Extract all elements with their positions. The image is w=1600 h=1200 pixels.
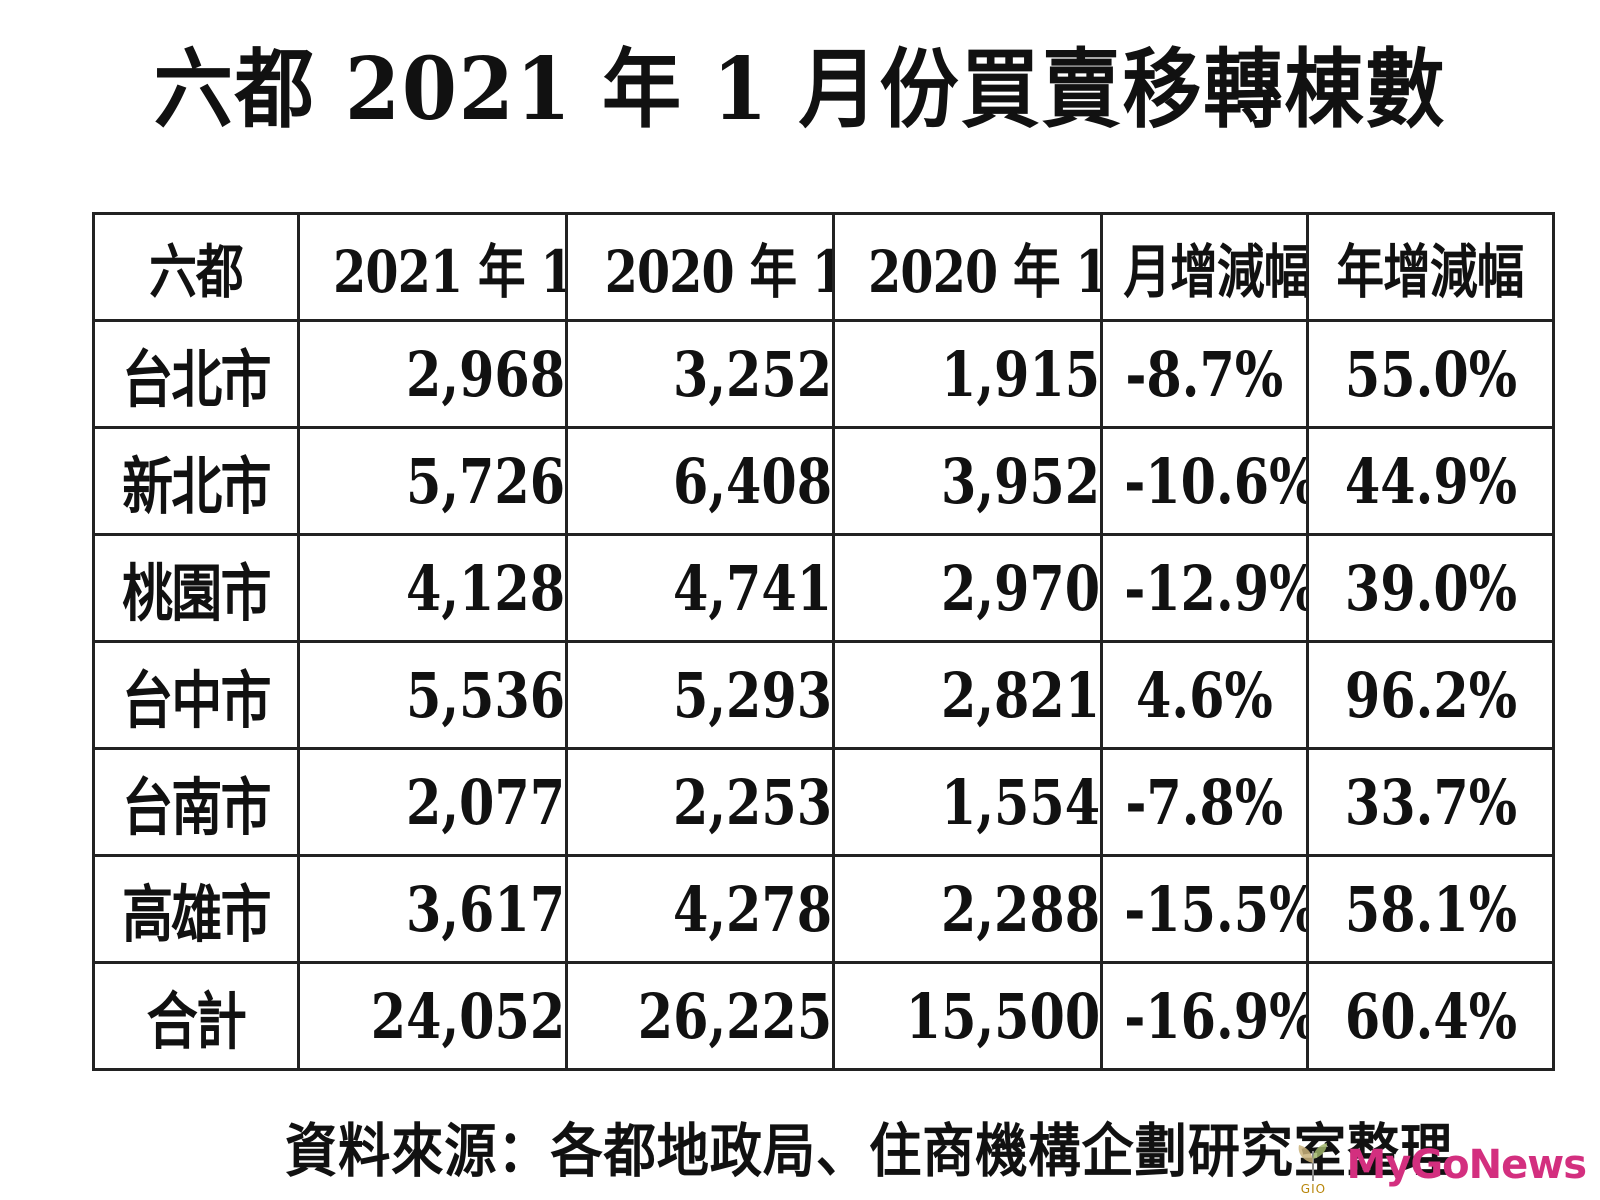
- transfer-table: 六都 2021 年 1 月 2020 年 12 月 2020 年 1 月 月增減…: [92, 212, 1555, 1071]
- dec-2020-cell: 4,741: [565, 533, 835, 643]
- jan-2020-cell: 2,970: [832, 533, 1103, 643]
- mom-change-cell: -15.5%: [1100, 854, 1309, 964]
- dec-2020-cell: 6,408: [565, 426, 835, 536]
- jan-2021-cell: 4,128: [297, 533, 568, 643]
- jan-2021-cell: 2,077: [297, 747, 568, 857]
- jan-2021-cell: 2,968: [297, 319, 568, 429]
- city-cell: 新北市: [92, 426, 300, 536]
- city-cell: 台南市: [92, 747, 300, 857]
- mom-change-cell: -7.8%: [1100, 747, 1309, 857]
- logo-text: MyGoNews: [1346, 1142, 1587, 1188]
- city-cell: 台中市: [92, 640, 300, 750]
- jan-2021-cell: 5,536: [297, 640, 568, 750]
- mom-change-cell: 4.6%: [1100, 640, 1309, 750]
- dec-2020-cell: 5,293: [565, 640, 835, 750]
- table-row: 桃園市 4,128 4,741 2,970 -12.9% 39.0%: [92, 533, 1555, 643]
- dec-2020-cell: 2,253: [565, 747, 835, 857]
- source-note: 資料來源：各都地政局、住商機構企劃研究室整理: [285, 1117, 1454, 1185]
- table-row-total: 合計 24,052 26,225 15,500 -16.9% 60.4%: [92, 961, 1555, 1071]
- page-title: 六都 2021 年 1 月份買賣移轉棟數: [153, 39, 1447, 140]
- yoy-change-cell: 55.0%: [1306, 319, 1555, 429]
- column-header: 2020 年 1 月: [832, 212, 1103, 322]
- dec-2020-cell: 3,252: [565, 319, 835, 429]
- jan-2020-cell: 1,554: [832, 747, 1103, 857]
- jan-2020-cell: 15,500: [832, 961, 1103, 1071]
- dec-2020-cell: 26,225: [565, 961, 835, 1071]
- yoy-change-cell: 39.0%: [1306, 533, 1555, 643]
- mom-change-cell: -10.6%: [1100, 426, 1309, 536]
- dec-2020-cell: 4,278: [565, 854, 835, 964]
- city-cell: 合計: [92, 961, 300, 1071]
- mygonews-logo: GIO MyGoNews: [1286, 1130, 1587, 1200]
- column-header: 月增減幅: [1100, 212, 1309, 322]
- logo-mark-text: GIO: [1300, 1182, 1327, 1196]
- city-cell: 台北市: [92, 319, 300, 429]
- jan-2020-cell: 2,821: [832, 640, 1103, 750]
- column-header: 六都: [92, 212, 300, 322]
- city-cell: 桃園市: [92, 533, 300, 643]
- transfer-table-container: 六都 2021 年 1 月 2020 年 12 月 2020 年 1 月 月增減…: [92, 212, 1555, 1071]
- table-row: 台北市 2,968 3,252 1,915 -8.7% 55.0%: [92, 319, 1555, 429]
- yoy-change-cell: 96.2%: [1306, 640, 1555, 750]
- jan-2021-cell: 5,726: [297, 426, 568, 536]
- column-header: 2021 年 1 月: [297, 212, 568, 322]
- yoy-change-cell: 33.7%: [1306, 747, 1555, 857]
- jan-2020-cell: 2,288: [832, 854, 1103, 964]
- yoy-change-cell: 44.9%: [1306, 426, 1555, 536]
- mom-change-cell: -16.9%: [1100, 961, 1309, 1071]
- table-row: 台南市 2,077 2,253 1,554 -7.8% 33.7%: [92, 747, 1555, 857]
- jan-2020-cell: 1,915: [832, 319, 1103, 429]
- mom-change-cell: -12.9%: [1100, 533, 1309, 643]
- city-cell: 高雄市: [92, 854, 300, 964]
- column-header: 2020 年 12 月: [565, 212, 835, 322]
- yoy-change-cell: 60.4%: [1306, 961, 1555, 1071]
- table-header-row: 六都 2021 年 1 月 2020 年 12 月 2020 年 1 月 月增減…: [92, 212, 1555, 322]
- column-header: 年增減幅: [1306, 212, 1555, 322]
- jan-2021-cell: 3,617: [297, 854, 568, 964]
- mom-change-cell: -8.7%: [1100, 319, 1309, 429]
- yoy-change-cell: 58.1%: [1306, 854, 1555, 964]
- jan-2020-cell: 3,952: [832, 426, 1103, 536]
- jan-2021-cell: 24,052: [297, 961, 568, 1071]
- table-row: 新北市 5,726 6,408 3,952 -10.6% 44.9%: [92, 426, 1555, 536]
- table-row: 台中市 5,536 5,293 2,821 4.6% 96.2%: [92, 640, 1555, 750]
- leaf-icon: GIO: [1286, 1135, 1340, 1195]
- table-row: 高雄市 3,617 4,278 2,288 -15.5% 58.1%: [92, 854, 1555, 964]
